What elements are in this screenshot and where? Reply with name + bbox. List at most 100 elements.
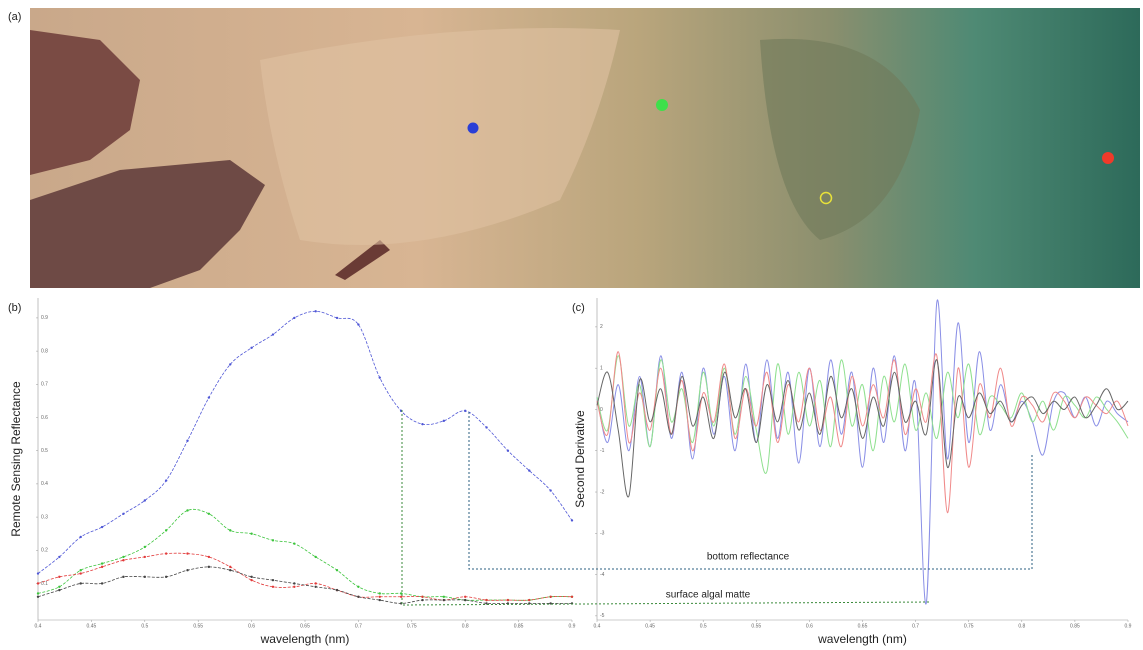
x-tick-label: 0.6 (248, 623, 255, 629)
data-point (506, 598, 510, 602)
y-tick-label: 0.3 (41, 514, 48, 520)
data-point (229, 565, 232, 569)
data-point (314, 555, 317, 559)
connector-line (468, 412, 1033, 570)
data-point (122, 555, 125, 559)
data-point (464, 598, 467, 602)
data-point (186, 552, 189, 555)
data-point (570, 595, 574, 598)
data-point (335, 588, 339, 592)
data-point (100, 582, 104, 585)
data-point (164, 552, 168, 555)
data-point (335, 316, 339, 320)
data-point (271, 578, 275, 582)
data-point (164, 529, 168, 532)
x-tick-label: 0.9 (1125, 623, 1132, 629)
panel-label: (a) (8, 11, 21, 23)
y-tick-label: 0.5 (41, 448, 48, 454)
data-point (250, 575, 253, 579)
data-point (250, 346, 253, 349)
y-tick-label: 2 (600, 324, 603, 330)
data-point (207, 555, 211, 559)
data-point (506, 449, 510, 452)
data-point (293, 316, 296, 320)
data-point (79, 582, 82, 585)
data-point (485, 598, 488, 602)
y-tick-label: 1 (600, 366, 603, 372)
x-tick-label: 0.7 (912, 623, 919, 629)
data-point (378, 376, 381, 379)
site-marker (467, 122, 479, 134)
data-point (164, 575, 168, 579)
land (30, 30, 140, 175)
panel-label: (c) (572, 302, 585, 314)
land (335, 240, 390, 280)
data-point (207, 396, 211, 399)
data-point (549, 595, 552, 598)
data-point (100, 525, 104, 529)
y-tick-label: 0.1 (41, 581, 48, 587)
data-point (143, 575, 146, 579)
data-point (314, 310, 317, 313)
x-tick-label: 0.75 (964, 623, 974, 629)
x-tick-label: 0.45 (645, 623, 655, 629)
data-point (357, 595, 360, 598)
data-point (229, 569, 232, 572)
data-point (378, 592, 381, 595)
y-axis-label: Remote Sensing Reflectance (9, 381, 23, 537)
data-point (314, 582, 317, 585)
data-point (271, 333, 275, 336)
data-point (186, 439, 189, 442)
data-point (36, 592, 40, 595)
data-point (100, 562, 104, 565)
data-point (357, 585, 360, 589)
series-line (37, 310, 573, 574)
x-tick-label: 0.85 (514, 623, 524, 629)
data-point (485, 426, 488, 429)
data-point (36, 582, 40, 585)
data-point (293, 585, 296, 589)
annotation: bottom reflectance (707, 552, 790, 563)
y-tick-label: -4 (600, 572, 605, 578)
data-point (464, 409, 467, 413)
x-tick-label: 0.4 (35, 623, 42, 629)
sandbank (260, 28, 620, 245)
x-tick-label: 0.65 (858, 623, 868, 629)
data-point (271, 539, 275, 542)
data-point (421, 598, 424, 602)
y-tick-label: 0.7 (41, 382, 48, 388)
data-point (58, 575, 61, 579)
y-tick-label: 0.6 (41, 415, 48, 421)
x-tick-label: 0.5 (700, 623, 707, 629)
x-tick-label: 0.45 (87, 623, 97, 629)
x-tick-label: 0.55 (751, 623, 761, 629)
data-point (421, 422, 424, 426)
data-point (229, 363, 232, 366)
y-axis-label: Second Derivative (573, 410, 587, 508)
data-point (122, 512, 125, 515)
data-point (229, 529, 232, 532)
data-point (100, 565, 104, 569)
x-tick-label: 0.7 (355, 623, 362, 629)
data-point (250, 578, 253, 582)
y-tick-label: 0.8 (41, 348, 48, 354)
land (30, 160, 265, 288)
data-point (570, 519, 574, 522)
x-axis-label: wavelength (nm) (817, 632, 907, 646)
panel-label: (b) (8, 302, 21, 314)
y-tick-label: -5 (600, 613, 605, 619)
data-point (164, 479, 168, 482)
x-axis-label: wavelength (nm) (260, 632, 350, 646)
data-point (357, 323, 360, 326)
data-point (399, 595, 403, 598)
x-tick-label: 0.5 (141, 623, 148, 629)
data-point (36, 572, 40, 575)
y-tick-label: 0.4 (41, 481, 48, 487)
data-point (143, 545, 146, 549)
data-point (186, 569, 189, 572)
data-point (36, 595, 40, 598)
shoal (760, 38, 920, 241)
connector-line (401, 410, 931, 606)
x-tick-label: 0.6 (806, 623, 813, 629)
series-line (37, 508, 573, 601)
